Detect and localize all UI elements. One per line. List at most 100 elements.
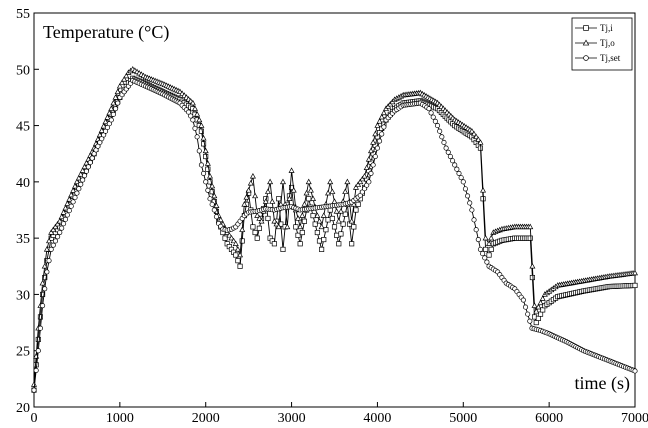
data-point	[118, 79, 126, 86]
data-point	[346, 221, 353, 227]
data-point	[525, 311, 531, 317]
data-point	[60, 209, 67, 215]
data-point	[537, 299, 544, 306]
series-layer	[30, 66, 639, 393]
data-point	[273, 220, 280, 227]
data-point	[203, 179, 209, 185]
data-point	[50, 242, 56, 248]
data-point	[55, 234, 61, 240]
data-point	[529, 263, 536, 269]
data-point	[44, 269, 50, 275]
data-point	[39, 279, 46, 286]
data-point	[40, 303, 46, 309]
data-point	[239, 226, 246, 232]
data-point	[380, 109, 387, 116]
data-point	[331, 224, 338, 230]
data-point	[205, 187, 211, 193]
data-point	[340, 221, 346, 227]
data-point	[249, 172, 256, 179]
data-point	[378, 113, 385, 120]
data-point	[198, 122, 205, 128]
data-point	[112, 94, 119, 100]
data-point	[460, 179, 466, 185]
data-point	[533, 308, 540, 314]
data-point	[110, 111, 116, 117]
data-point	[483, 246, 489, 252]
data-point	[264, 188, 271, 194]
data-point	[66, 208, 72, 214]
data-point	[477, 246, 484, 252]
data-point	[37, 325, 43, 331]
data-point	[522, 304, 529, 310]
data-point	[376, 118, 383, 124]
legend-label: Tj,set	[600, 53, 621, 63]
data-point	[279, 178, 286, 185]
data-point	[310, 213, 316, 219]
data-point	[454, 166, 460, 172]
data-point	[482, 234, 489, 241]
data-point	[61, 221, 67, 227]
data-point	[288, 167, 295, 173]
data-point	[527, 318, 533, 324]
data-point	[209, 182, 216, 189]
data-point	[75, 174, 82, 181]
data-point	[108, 117, 114, 123]
data-point	[535, 315, 541, 321]
data-point	[632, 282, 638, 288]
y-tick-label: 50	[16, 63, 30, 78]
data-point	[320, 212, 327, 218]
data-point	[80, 177, 86, 183]
data-point	[447, 153, 453, 160]
data-point	[241, 201, 248, 207]
data-point	[533, 320, 539, 326]
data-point	[632, 368, 638, 374]
data-point	[529, 274, 535, 281]
data-point	[108, 105, 115, 111]
data-point	[333, 208, 340, 214]
data-point	[293, 224, 299, 230]
axis-ticks: 0 1000 2000 3000 4000 5000 6000 7000 20 25 30 35 40 4…	[16, 7, 648, 426]
data-point	[486, 240, 493, 246]
data-point	[480, 187, 487, 193]
data-point	[316, 218, 323, 224]
data-point	[74, 190, 80, 196]
data-point	[325, 217, 331, 223]
data-point	[87, 159, 93, 166]
data-point	[520, 297, 526, 303]
data-point	[72, 194, 78, 201]
data-point	[83, 159, 90, 166]
data-point	[100, 122, 107, 129]
data-point	[535, 303, 542, 310]
data-point	[486, 252, 492, 258]
data-point	[96, 131, 103, 138]
data-point	[123, 72, 130, 79]
data-point	[37, 314, 43, 320]
data-point	[475, 136, 482, 142]
data-point	[473, 227, 479, 233]
data-point	[366, 179, 372, 185]
data-point	[323, 227, 329, 233]
data-point	[355, 181, 362, 187]
series-tj-set	[31, 77, 638, 393]
data-point	[471, 217, 477, 223]
data-point	[452, 162, 458, 168]
data-point	[359, 175, 366, 182]
data-point	[243, 194, 250, 200]
y-tick-label: 20	[16, 401, 30, 416]
data-point	[228, 234, 235, 241]
data-point	[73, 178, 80, 185]
data-point	[445, 149, 451, 155]
data-point	[312, 221, 318, 227]
data-point	[41, 263, 48, 269]
data-point	[319, 246, 325, 252]
data-point	[357, 178, 364, 185]
data-point	[351, 224, 357, 230]
data-point	[335, 218, 342, 224]
data-point	[306, 196, 312, 202]
data-point	[540, 307, 546, 313]
data-point	[325, 189, 332, 196]
data-point	[104, 114, 111, 120]
data-point	[349, 241, 355, 247]
data-point	[62, 204, 69, 211]
data-point	[353, 207, 359, 213]
